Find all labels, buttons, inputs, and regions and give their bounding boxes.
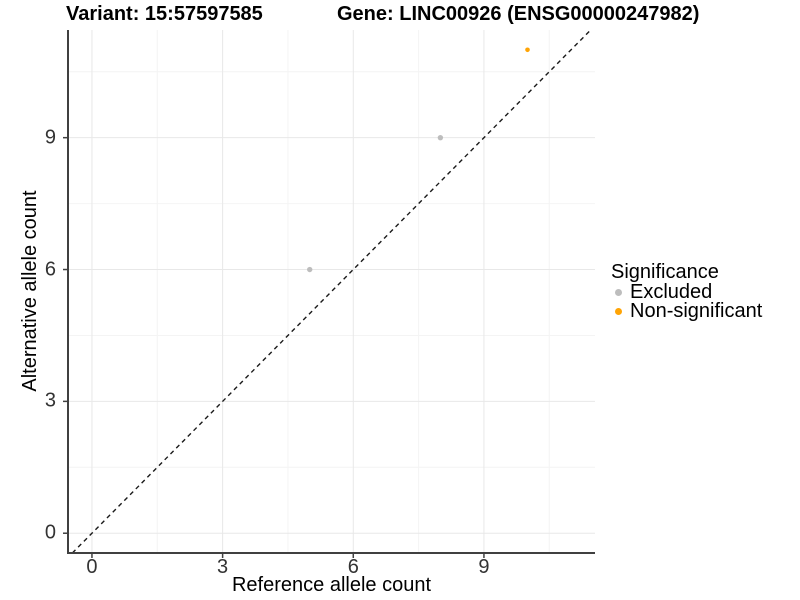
variant-title: Variant: 15:57597585 [66, 3, 263, 25]
data-point-excluded [437, 134, 444, 141]
gene-title: Gene: LINC00926 (ENSG00000247982) [337, 3, 700, 25]
legend-item-label: Non-significant [630, 300, 763, 322]
legend-swatch-icon [615, 308, 622, 315]
y-tick-label: 3 [44, 389, 56, 412]
x-tick-label: 3 [217, 556, 229, 578]
y-tick-label: 9 [44, 126, 56, 149]
y-tick-label: 0 [44, 521, 56, 544]
data-point-non-significant [525, 47, 530, 53]
legend-swatch-icon [615, 289, 622, 296]
legend-item-excluded: Excluded [609, 281, 762, 303]
y-tick-label: 6 [44, 258, 56, 281]
x-axis-label: Reference allele count [231, 574, 431, 596]
legend-items: Excluded Non-significant [609, 281, 763, 322]
x-tick-label: 0 [86, 556, 98, 578]
x-tick-label: 9 [478, 556, 490, 578]
legend-item-label: Excluded [630, 281, 713, 303]
x-tick-label: 6 [347, 556, 359, 578]
legend-item-non-significant: Non-significant [609, 300, 763, 322]
legend-title: Significance [611, 261, 719, 283]
data-point-excluded [307, 266, 313, 273]
legend: Significance Excluded Non-significant [609, 261, 763, 323]
identity-line [71, 29, 592, 554]
